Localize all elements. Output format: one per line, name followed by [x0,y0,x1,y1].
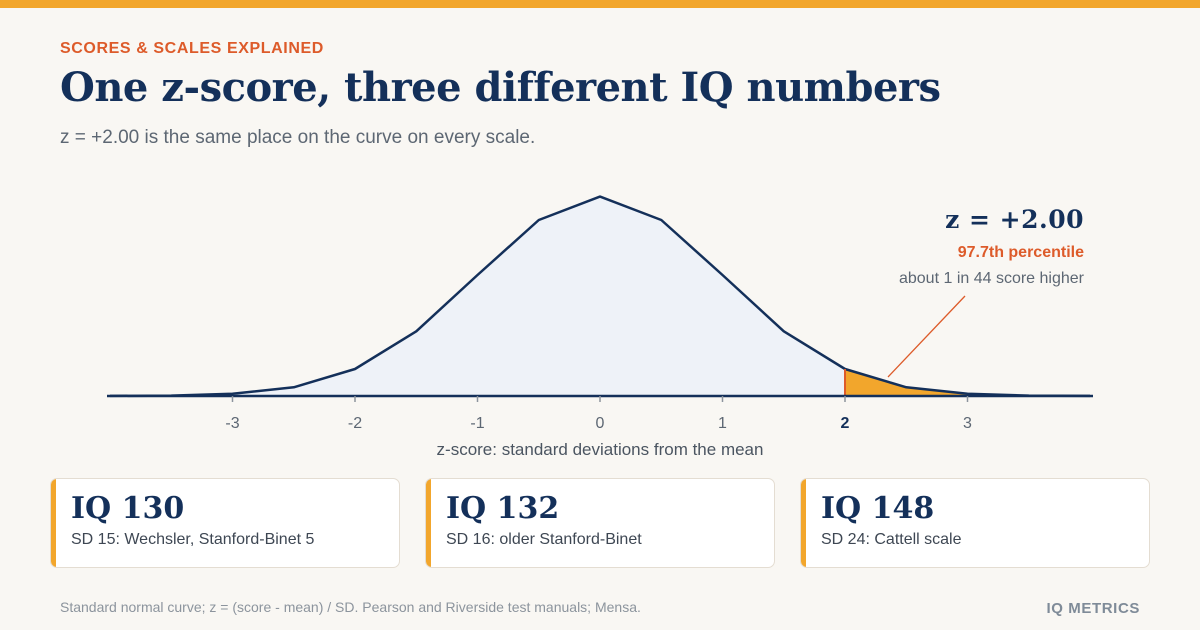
x-tick-label: -1 [470,415,484,432]
iq-scale-description: SD 16: older Stanford-Binet [446,531,642,548]
iq-value: IQ 132 [446,491,560,526]
iq-scale-description: SD 15: Wechsler, Stanford-Binet 5 [71,531,315,548]
curve-area [110,196,1090,396]
page-title: One z-score, three different IQ numbers [60,64,941,111]
callout-leader-line [887,295,966,378]
iq-scale-description: SD 24: Cattell scale [821,531,962,548]
rarity-note: about 1 in 44 score higher [898,270,1084,287]
iq-value: IQ 130 [71,491,185,526]
x-tick-label: 1 [718,415,727,432]
right-tail-shaded-area [845,369,1090,396]
x-tick-label: 0 [596,415,605,432]
curve-line [109,195,1091,398]
z-callout: z = +2.00 97.7th percentile about 1 in 4… [899,205,1084,288]
top-accent-bar [0,0,1200,8]
x-tick-label: 3 [963,415,972,432]
x-tick-label: -2 [348,415,362,432]
x-axis-ticks: -3 -2 -1 0 1 2 3 [225,396,972,432]
x-tick-label: 2 [841,415,850,432]
normal-curve-chart: -3 -2 -1 0 1 2 3 z-score: standard deviations … [107,195,1093,459]
iq-card-wechsler: IQ 130 SD 15: Wechsler, Stanford-Binet 5 [50,478,400,568]
percentile-label: 97.7th percentile [957,244,1084,261]
brand-logo-text: IQ METRICS [1046,600,1140,617]
z-value-label: z = +2.00 [945,205,1084,234]
iq-value: IQ 148 [821,491,935,526]
iq-card-stanford-binet: IQ 132 SD 16: older Stanford-Binet [425,478,775,568]
x-tick-label: -3 [225,415,239,432]
subtitle: z = +2.00 is the same place on the curve… [60,127,536,148]
x-axis-label: z-score: standard deviations from the me… [437,440,764,459]
kicker: SCORES & SCALES EXPLAINED [60,40,324,57]
source-note: Standard normal curve; z = (score - mean… [60,599,641,615]
iq-card-cattell: IQ 148 SD 24: Cattell scale [800,478,1150,568]
